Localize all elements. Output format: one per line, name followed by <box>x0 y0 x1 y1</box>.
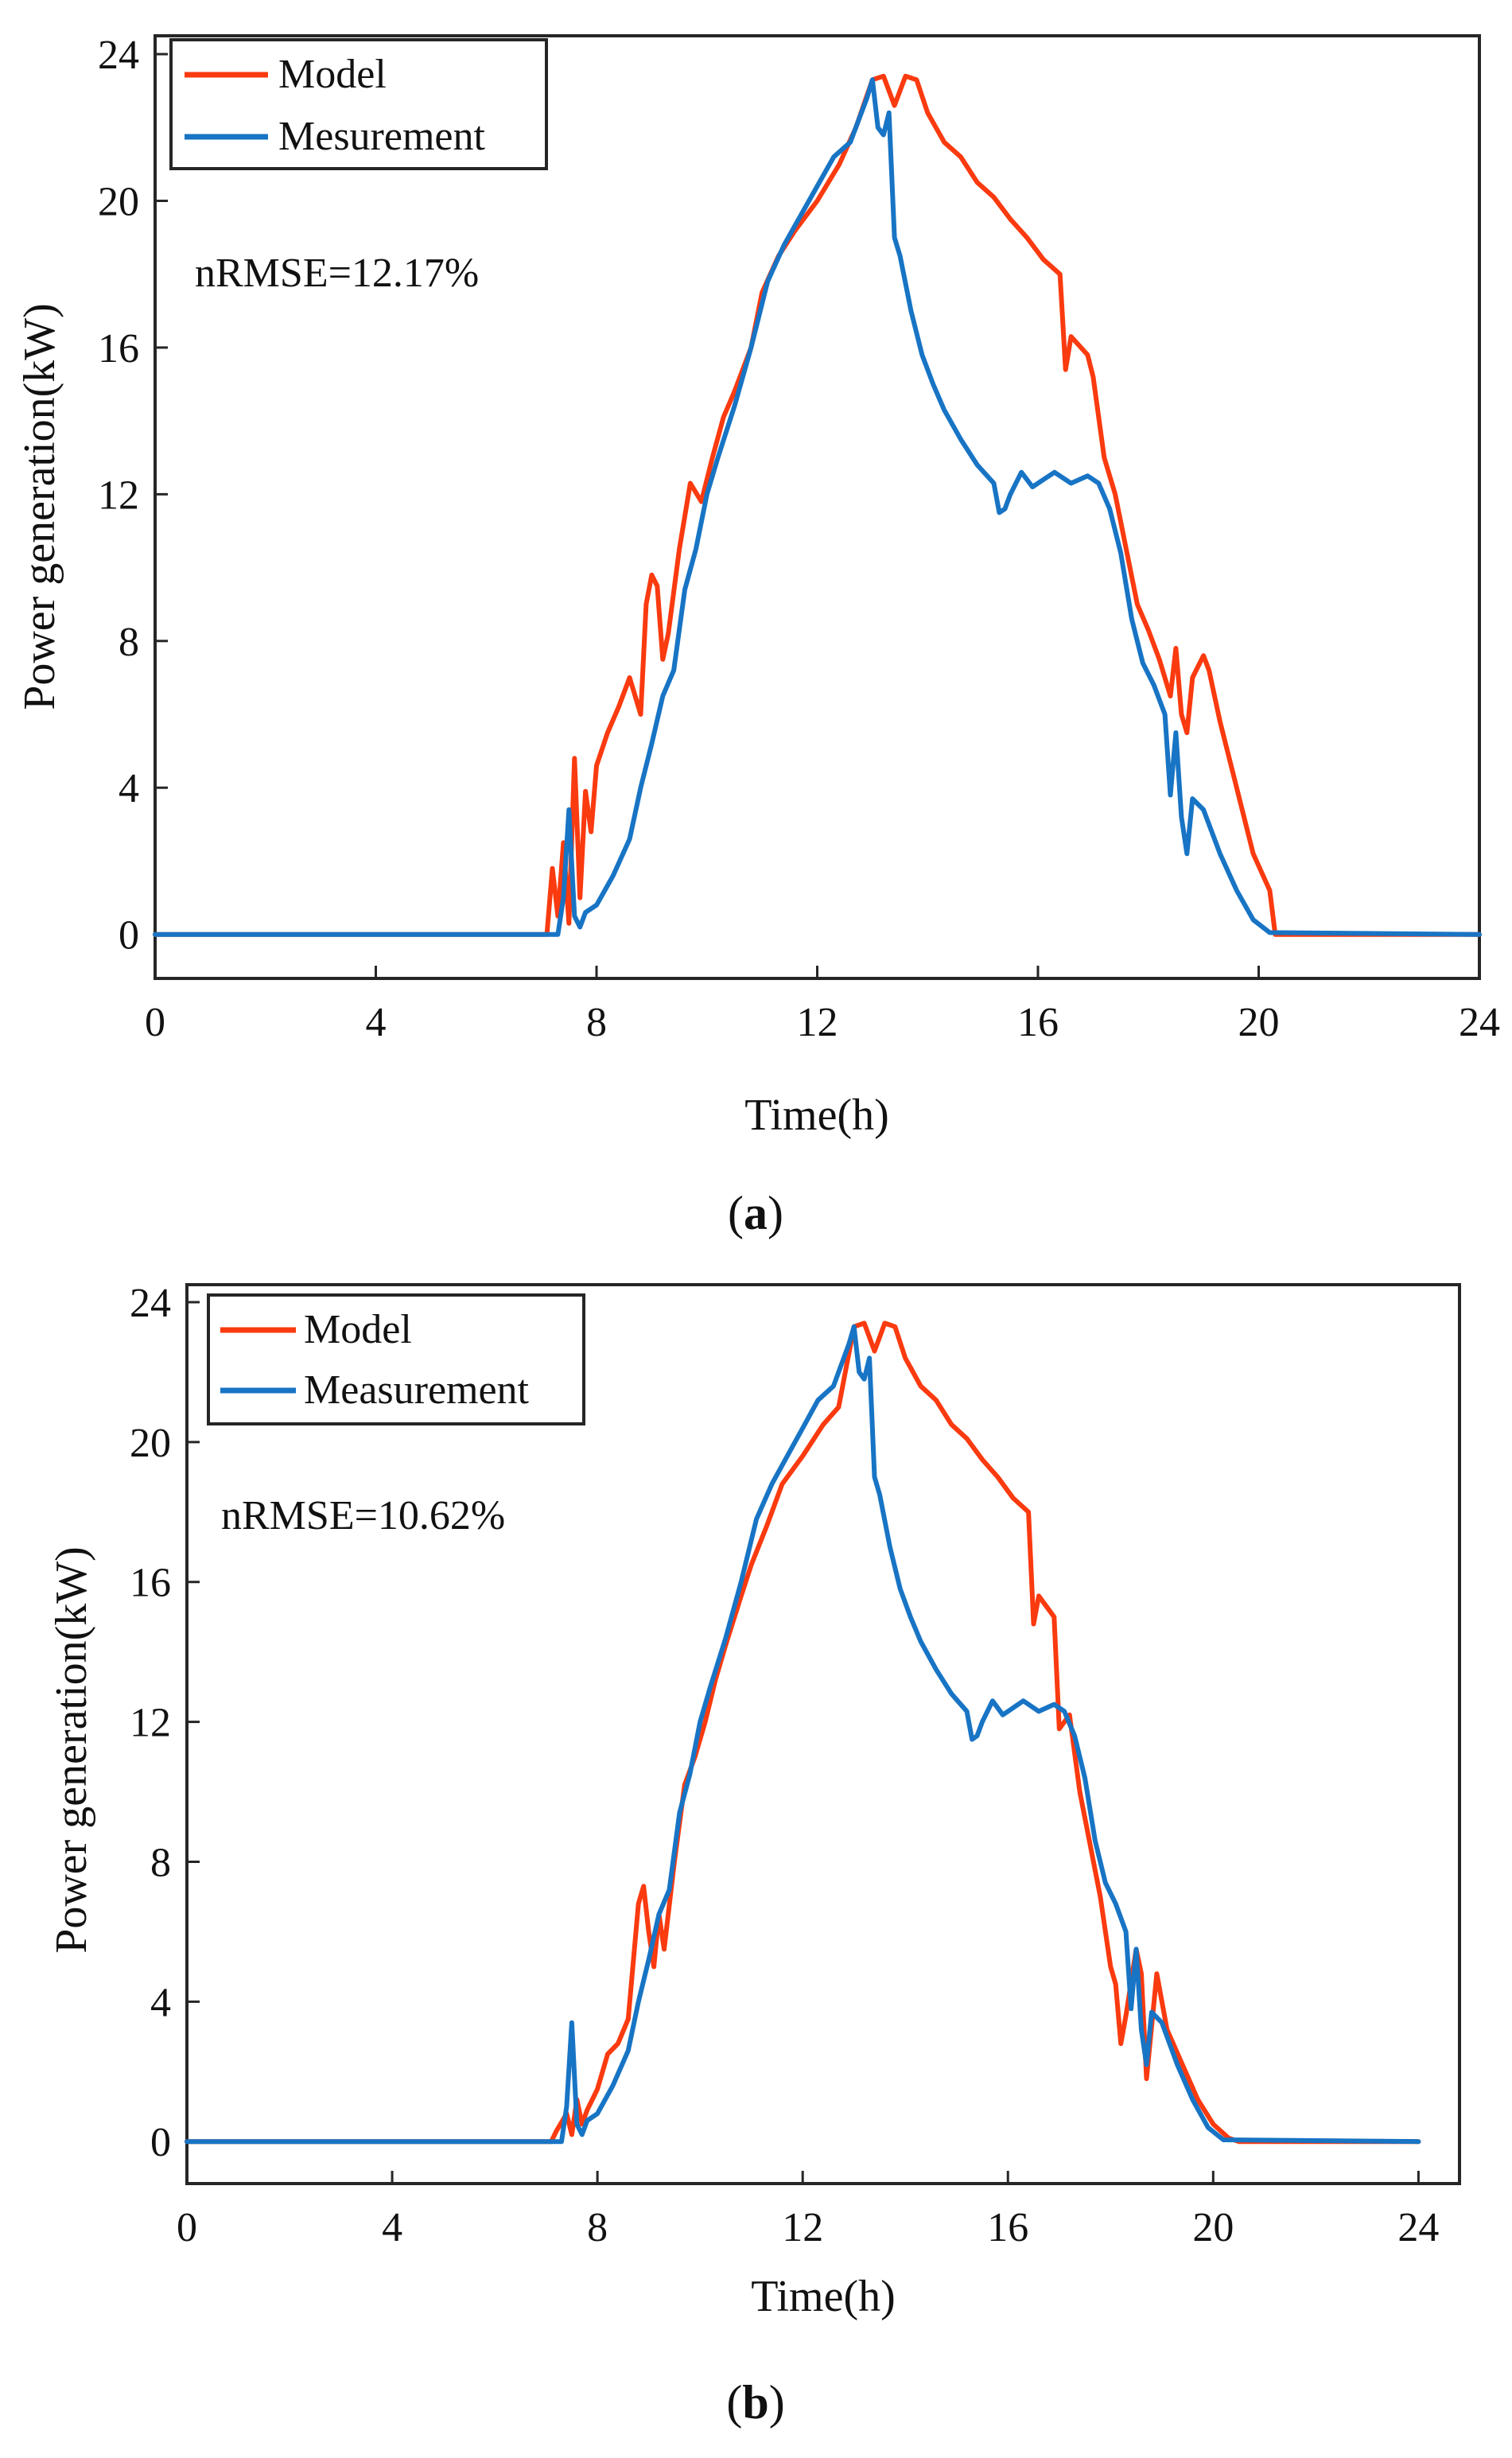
y-tick-label-b-12: 12 <box>130 1701 171 1746</box>
y-tick-label-a-12: 12 <box>98 473 139 518</box>
y-axis-label-b: Power generation(kW) <box>47 1546 96 1954</box>
x-tick-label-a-4: 4 <box>366 1000 387 1045</box>
legend-box-b <box>207 1293 585 1425</box>
model-line-a <box>153 73 1482 937</box>
y-tick-label-a-0: 0 <box>119 913 139 959</box>
y-tick-label-b-24: 24 <box>130 1281 171 1326</box>
legend-box-a <box>169 38 548 170</box>
measurement-line-b <box>185 1324 1421 2145</box>
x-tick-label-b-20: 20 <box>1192 2205 1234 2250</box>
legend-model-label-b: Model <box>304 1307 412 1352</box>
y-tick-label-a-20: 20 <box>98 179 139 224</box>
x-tick-label-a-0: 0 <box>145 1000 165 1045</box>
x-tick-label-a-20: 20 <box>1238 1000 1280 1045</box>
nrmse-annotation-a: nRMSE=12.17% <box>195 251 479 296</box>
y-tick-label-b-0: 0 <box>150 2120 171 2165</box>
y-tick-label-a-24: 24 <box>98 33 139 78</box>
plot-area-b <box>185 1283 1461 2185</box>
x-tick-label-b-16: 16 <box>987 2205 1028 2250</box>
x-tick-label-a-24: 24 <box>1459 1000 1500 1045</box>
x-tick-label-a-12: 12 <box>797 1000 838 1045</box>
y-tick-label-a-4: 4 <box>119 766 139 811</box>
legend-a: Model Mesurement <box>169 38 548 170</box>
x-tick-label-b-12: 12 <box>782 2205 823 2250</box>
y-tick-label-b-20: 20 <box>130 1421 171 1466</box>
legend-model-label-a: Model <box>278 52 387 97</box>
panel-label-b: (b) <box>726 2376 784 2429</box>
x-tick-label-b-24: 24 <box>1397 2205 1439 2250</box>
x-axis-label-b: Time(h) <box>751 2272 896 2321</box>
x-tick-label-a-16: 16 <box>1017 1000 1059 1045</box>
y-tick-label-a-16: 16 <box>98 326 139 371</box>
y-tick-label-b-8: 8 <box>150 1840 171 1885</box>
y-tick-label-b-16: 16 <box>130 1561 171 1606</box>
legend-measurement-label-a: Mesurement <box>278 114 485 159</box>
legend-b: Model Measurement <box>207 1293 585 1425</box>
mesurement-line-a <box>153 77 1482 937</box>
x-tick-label-b-0: 0 <box>177 2205 197 2250</box>
x-tick-label-a-8: 8 <box>586 1000 607 1045</box>
nrmse-annotation-b: nRMSE=10.62% <box>221 1493 505 1538</box>
model-line-b <box>185 1320 1421 2145</box>
x-tick-label-b-4: 4 <box>382 2205 402 2250</box>
x-tick-label-b-8: 8 <box>587 2205 608 2250</box>
panel-label-a: (a) <box>728 1187 783 1239</box>
legend-measurement-label-b: Measurement <box>304 1367 530 1413</box>
panel-b: 0 4 8 12 16 20 24 0 4 8 12 16 20 24 Model Measurement… <box>47 1281 1461 2429</box>
y-axis-label-a: Power generation(kW) <box>15 303 64 710</box>
y-tick-label-b-4: 4 <box>150 1980 171 2025</box>
y-tick-label-a-8: 8 <box>119 620 139 665</box>
x-axis-label-a: Time(h) <box>744 1091 889 1140</box>
